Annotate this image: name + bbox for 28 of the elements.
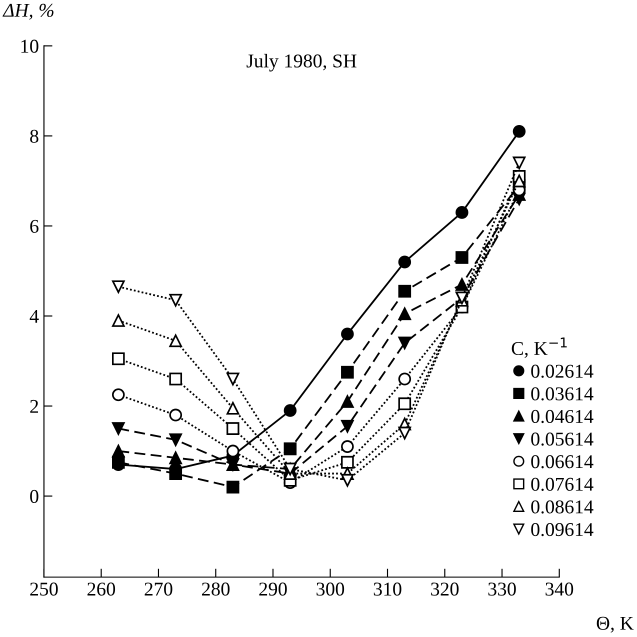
legend-label: 0.08614 (531, 500, 594, 514)
legend-label: 0.07614 (531, 478, 594, 491)
x-tick-label: 250 (30, 582, 58, 596)
legend-label: 0.04614 (531, 410, 594, 424)
y-tick-label: 8 (30, 130, 38, 143)
legend-label: 0.05614 (531, 432, 594, 446)
x-tick-label: 300 (316, 582, 344, 596)
x-tick-label: 330 (488, 582, 516, 596)
y-axis-title: ΔH, % (2, 4, 54, 20)
legend-label: 0.06614 (531, 455, 594, 468)
legend-label: 0.09614 (531, 522, 594, 536)
x-tick-label: 340 (546, 582, 574, 596)
x-tick-label: 310 (374, 582, 402, 596)
legend-label: 0.02614 (531, 364, 594, 378)
x-tick-label: 320 (431, 582, 459, 596)
x-axis-title: Θ, K (596, 616, 634, 633)
y-tick-label: 6 (30, 220, 39, 233)
legend-label: 0.03614 (531, 387, 594, 400)
x-tick-label: 280 (202, 582, 230, 596)
y-tick-label: 10 (21, 40, 38, 53)
chart-title: July 1980, SH (246, 54, 356, 72)
x-tick-label: 260 (87, 582, 116, 596)
y-tick-label: 4 (30, 310, 39, 323)
x-tick-label: 270 (144, 582, 172, 596)
y-tick-label: 2 (30, 400, 38, 413)
y-tick-label: 0 (30, 490, 38, 504)
x-tick-label: 290 (259, 582, 287, 596)
legend-title: C, K$^{−1}$ (512, 337, 567, 358)
